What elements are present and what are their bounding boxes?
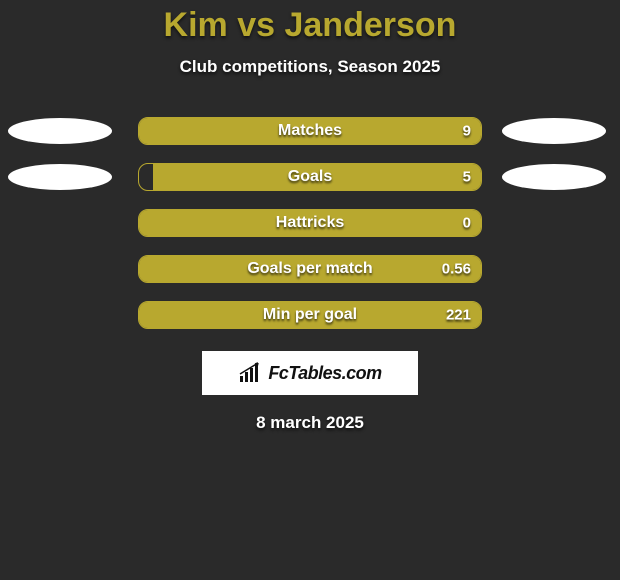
left-ellipse: [8, 118, 112, 144]
stat-label: Goals: [288, 168, 332, 186]
stat-rows: Matches 9 Goals 5 Hattricks: [0, 117, 620, 329]
bar-track: Hattricks 0: [138, 209, 482, 237]
stat-row: Goals per match 0.56: [0, 255, 620, 283]
stat-right-value: 0.56: [442, 261, 471, 278]
stat-label: Goals per match: [247, 260, 372, 278]
stat-row: Hattricks 0: [0, 209, 620, 237]
page-subtitle: Club competitions, Season 2025: [0, 57, 620, 77]
stat-label: Min per goal: [263, 306, 357, 324]
stat-right-value: 5: [463, 169, 471, 186]
bar-track: Matches 9: [138, 117, 482, 145]
chart-bars-icon: [238, 362, 264, 384]
stat-row: Min per goal 221: [0, 301, 620, 329]
stat-row: Matches 9: [0, 117, 620, 145]
stat-label: Matches: [278, 122, 342, 140]
stat-label: Hattricks: [276, 214, 344, 232]
stat-row: Goals 5: [0, 163, 620, 191]
logo-box: FcTables.com: [202, 351, 418, 395]
right-ellipse: [502, 164, 606, 190]
right-ellipse: [502, 118, 606, 144]
date-label: 8 march 2025: [0, 413, 620, 433]
page-title: Kim vs Janderson: [0, 0, 620, 45]
stat-right-value: 221: [446, 307, 471, 324]
stat-right-value: 9: [463, 123, 471, 140]
stat-right-value: 0: [463, 215, 471, 232]
comparison-infographic: Kim vs Janderson Club competitions, Seas…: [0, 0, 620, 580]
left-ellipse: [8, 164, 112, 190]
bar-track: Goals 5: [138, 163, 482, 191]
bar-track: Goals per match 0.56: [138, 255, 482, 283]
logo-text: FcTables.com: [268, 363, 381, 384]
bar-track: Min per goal 221: [138, 301, 482, 329]
